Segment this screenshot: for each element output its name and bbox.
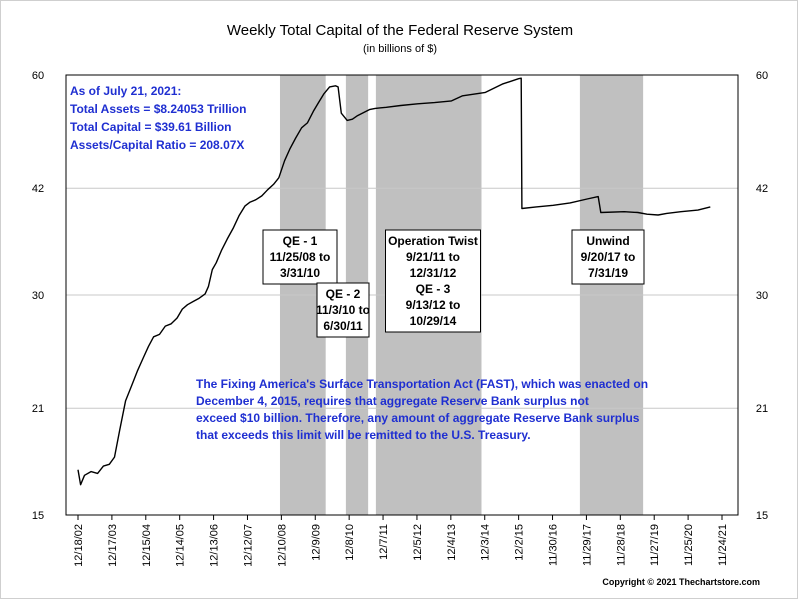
period-label-2-1: 9/21/11 to [406,250,460,264]
period-label-1-2: 6/30/11 [323,319,363,333]
x-tick-label-16: 11/28/18 [615,524,627,566]
status-line-1: Total Assets = $8.24053 Trillion [70,102,246,116]
x-tick-label-1: 12/17/03 [107,524,119,567]
x-tick-label-6: 12/10/08 [276,524,288,567]
x-tick-label-15: 11/29/17 [581,524,593,566]
period-box-2 [385,229,481,333]
period-label-2-0: Operation Twist [388,234,478,248]
period-box-0 [262,229,338,285]
y-tick-left-42: 42 [32,183,44,195]
x-tick-label-2: 12/15/04 [141,524,153,567]
chart-title: Weekly Total Capital of the Federal Rese… [227,22,573,39]
y-tick-right-60: 60 [756,70,768,82]
x-tick-label-12: 12/3/14 [480,524,492,561]
note-line-0: The Fixing America's Surface Transportat… [196,377,648,391]
x-tick-label-7: 12/9/09 [310,524,322,561]
note-line-1: December 4, 2015, requires that aggregat… [196,394,589,408]
period-label-3-2: 7/31/19 [588,266,628,280]
status-line-3: Assets/Capital Ratio = 208.07X [70,138,244,152]
x-tick-label-14: 11/30/16 [548,524,560,566]
chart-subtitle: (in billions of $) [363,43,437,55]
period-label-2-2: 12/31/12 [410,266,457,280]
period-label-0-1: 11/25/08 to [270,250,331,264]
period-label-1-0: QE - 2 [326,287,361,301]
period-label-2-5: 10/29/14 [410,314,457,328]
x-tick-label-4: 12/13/06 [209,524,221,567]
period-box-3 [571,229,645,285]
x-tick-label-3: 12/14/05 [175,524,187,567]
note-line-3: that exceeds this limit will be remitted… [196,428,531,442]
y-tick-left-60: 60 [32,70,44,82]
period-box-1 [316,282,370,338]
y-tick-right-21: 21 [756,403,768,415]
period-labels: QE - 1 11/25/08 to 3/31/10 QE - 2 11/3/10 to… [262,229,645,338]
period-label-2-3: QE - 3 [416,282,451,296]
status-line-0: As of July 21, 2021: [70,84,181,98]
x-tick-label-17: 11/27/19 [649,524,661,566]
period-label-3-1: 9/20/17 to [581,250,636,264]
y-tick-left-30: 30 [32,290,44,302]
y-tick-right-30: 30 [756,290,768,302]
note-line-2: exceed $10 billion. Therefore, any amoun… [196,411,640,425]
y-tick-right-42: 42 [756,183,768,195]
period-label-0-0: QE - 1 [283,234,318,248]
x-tick-label-8: 12/8/10 [344,524,356,561]
annotations: As of July 21, 2021: Total Assets = $8.24… [70,84,648,442]
y-tick-right-15: 15 [756,510,768,522]
plot-border [65,74,739,516]
x-tick-label-0: 12/18/02 [73,524,85,567]
x-tick-label-5: 12/12/07 [242,524,254,567]
copyright-text: Copyright © 2021 Thechartstore.com [602,577,760,587]
x-tick-label-11: 12/4/13 [446,524,458,561]
x-tick-label-19: 11/24/21 [717,524,729,566]
series-line-0 [77,77,711,486]
x-tick-label-18: 11/25/20 [683,524,695,566]
x-tick-label-10: 12/5/12 [412,524,424,561]
x-tick-label-13: 12/2/15 [514,524,526,561]
series-layer [77,77,711,486]
y-tick-left-15: 15 [32,510,44,522]
status-line-2: Total Capital = $39.61 Billion [70,120,232,134]
period-label-0-2: 3/31/10 [280,266,320,280]
period-label-2-4: 9/13/12 to [406,298,461,312]
x-tick-label-9: 12/7/11 [378,524,390,560]
axes: 15 15 21 21 30 30 42 42 60 60 12/18/02 12/17/03 12/1… [32,70,768,567]
period-label-3-0: Unwind [586,234,629,248]
y-tick-left-21: 21 [32,403,44,415]
period-label-1-1: 11/3/10 to [316,303,370,317]
